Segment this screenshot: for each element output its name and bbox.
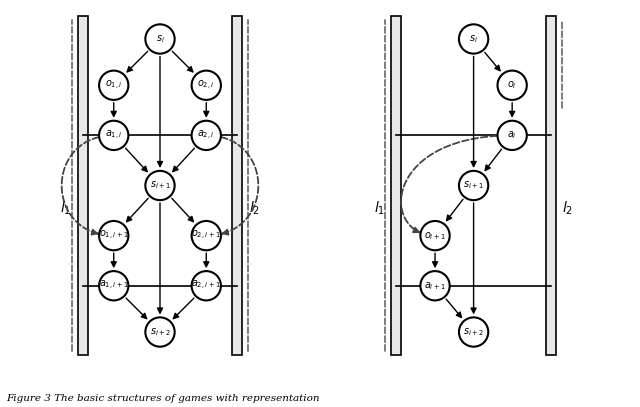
Circle shape [99,271,129,300]
Text: $a_{i+1}$: $a_{i+1}$ [424,280,446,292]
FancyBboxPatch shape [232,16,242,355]
Circle shape [459,171,488,200]
Circle shape [145,317,175,347]
Text: $l_1$: $l_1$ [60,200,72,217]
Circle shape [191,221,221,250]
Text: $s_{i+2}$: $s_{i+2}$ [150,326,170,338]
FancyBboxPatch shape [546,16,556,355]
Circle shape [99,121,129,150]
Circle shape [497,121,527,150]
Circle shape [459,317,488,347]
FancyBboxPatch shape [392,16,401,355]
Circle shape [459,24,488,54]
Text: $a_i$: $a_i$ [508,129,517,141]
Text: $a_{2,i+1}$: $a_{2,i+1}$ [191,279,221,292]
Text: $o_i$: $o_i$ [508,79,517,91]
Circle shape [145,24,175,54]
Text: $s_{i+2}$: $s_{i+2}$ [463,326,484,338]
Circle shape [497,70,527,100]
Circle shape [191,271,221,300]
Text: (b): (b) [463,328,484,344]
Text: $o_{1,i+1}$: $o_{1,i+1}$ [99,229,129,242]
Text: Figure 3 The basic structures of games with representation: Figure 3 The basic structures of games w… [6,394,320,403]
Text: $s_i$: $s_i$ [156,33,164,45]
Text: (a): (a) [149,328,171,344]
Text: $a_{1,i}$: $a_{1,i}$ [105,129,123,142]
Circle shape [420,221,450,250]
Text: $l_2$: $l_2$ [248,200,260,217]
Text: $o_{2,i+1}$: $o_{2,i+1}$ [191,229,221,242]
Text: $s_i$: $s_i$ [469,33,478,45]
Circle shape [191,70,221,100]
Text: $l_2$: $l_2$ [562,200,573,217]
Text: $l_1$: $l_1$ [374,200,385,217]
Circle shape [145,171,175,200]
Text: $a_{2,i}$: $a_{2,i}$ [197,129,215,142]
Text: $a_{1,i+1}$: $a_{1,i+1}$ [99,279,129,292]
Text: $s_{i+1}$: $s_{i+1}$ [150,179,170,191]
Text: $o_{1,i}$: $o_{1,i}$ [105,79,122,92]
Circle shape [420,271,450,300]
Text: $s_{i+1}$: $s_{i+1}$ [463,179,484,191]
Circle shape [191,121,221,150]
Circle shape [99,221,129,250]
Text: $o_{i+1}$: $o_{i+1}$ [424,230,446,241]
FancyBboxPatch shape [78,16,88,355]
Text: $o_{2,i}$: $o_{2,i}$ [198,79,215,92]
Circle shape [99,70,129,100]
